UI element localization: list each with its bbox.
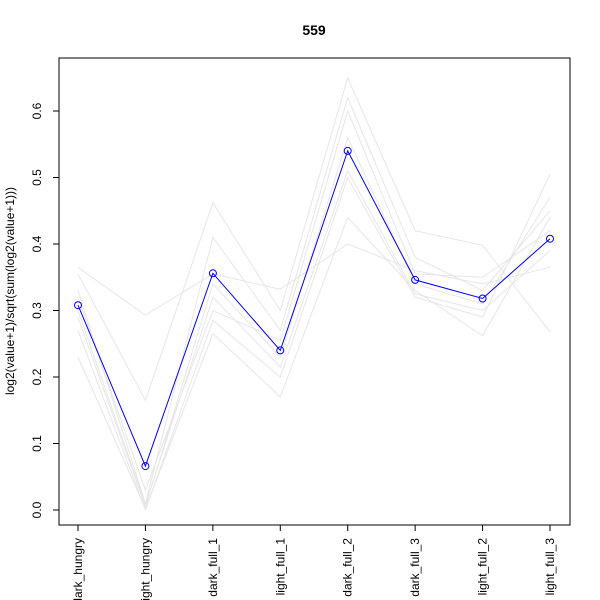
highlight-series-line xyxy=(77,149,551,468)
plot-frame xyxy=(58,57,571,526)
background-series-line-8 xyxy=(77,169,551,507)
x-tick-label-light_hungry: light_hungry xyxy=(138,538,152,600)
y-tick-label: 0.1 xyxy=(30,435,44,452)
x-tick-label-dark_full_2: dark_full_2 xyxy=(341,538,355,597)
x-tick-label-light_full_2: light_full_2 xyxy=(476,538,490,596)
y-tick-label: 0.2 xyxy=(30,368,44,385)
highlight-point-light_full_2 xyxy=(478,294,487,303)
x-tick-label-dark_hungry: dark_hungry xyxy=(71,538,85,600)
chart-title: 559 xyxy=(302,22,326,38)
y-axis: 0.0 0.1 0.2 0.3 0.4 0.5 0.6 xyxy=(30,102,60,518)
background-series-line-6 xyxy=(77,216,551,511)
y-tick-label: 0.5 xyxy=(30,169,44,186)
background-series-line-7 xyxy=(77,109,551,492)
x-axis: dark_hungry light_hungry dark_full_1 light_… xyxy=(71,524,557,600)
highlight-point-light_hungry xyxy=(141,462,150,471)
highlight-point-light_full_3 xyxy=(546,234,554,243)
background-series-group xyxy=(77,76,551,512)
x-tick-label-dark_full_1: dark_full_1 xyxy=(206,538,220,597)
highlight-point-dark_full_2 xyxy=(343,146,352,155)
x-tick-label-light_full_1: light_full_1 xyxy=(273,538,287,596)
highlight-point-dark_hungry xyxy=(74,301,82,310)
y-axis-label: log2(value+1)/sqrt(sum(log2(value+1))) xyxy=(3,187,17,395)
background-series-line-2 xyxy=(77,76,551,402)
y-tick-label: 0.4 xyxy=(30,235,44,252)
background-series-line-1 xyxy=(77,243,551,316)
x-tick-label-light_full_3: light_full_3 xyxy=(543,538,557,596)
highlight-point-dark_full_1 xyxy=(208,269,217,278)
y-tick-label: 0.6 xyxy=(30,102,44,119)
y-tick-label: 0.3 xyxy=(30,302,44,319)
x-tick-label-dark_full_3: dark_full_3 xyxy=(408,538,422,597)
y-tick-label: 0.0 xyxy=(30,501,44,518)
highlight-point-dark_full_3 xyxy=(411,275,420,284)
highlight-point-light_full_1 xyxy=(276,346,285,355)
highlight-series-group xyxy=(74,146,554,471)
